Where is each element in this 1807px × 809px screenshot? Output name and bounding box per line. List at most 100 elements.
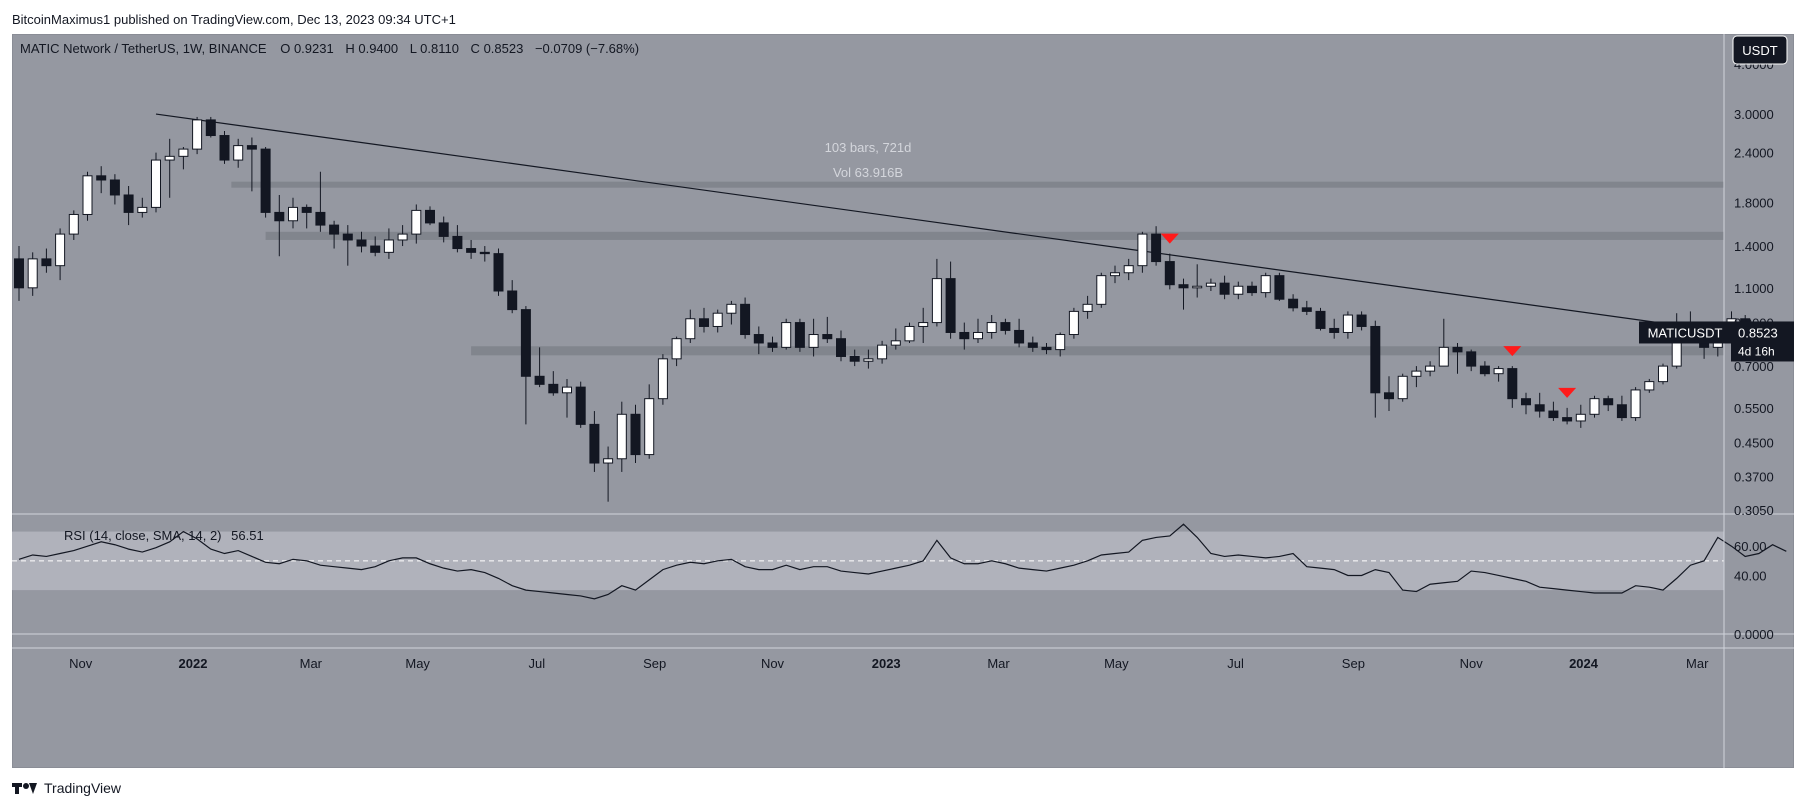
candle-body-down [479, 251, 490, 255]
time-tick-label: 2022 [179, 656, 208, 671]
rsi-tick-label: 40.00 [1734, 568, 1767, 583]
candle-body-down [548, 383, 559, 394]
candle-body-up [1192, 285, 1203, 289]
candle-91 [1260, 272, 1271, 298]
candle-body-up [781, 322, 792, 348]
candle-body-up [931, 278, 942, 324]
candle-25 [356, 231, 367, 253]
candle-114 [1575, 404, 1586, 428]
candle-body-down [822, 334, 833, 340]
candle-15 [219, 131, 230, 164]
candle-23 [329, 220, 340, 249]
candle-body-up [82, 175, 93, 215]
candle-108 [1493, 366, 1504, 382]
price-chart[interactable]: 4.00003.00002.40001.80001.40001.10000.90… [12, 34, 1794, 768]
candle-102 [1411, 366, 1422, 388]
candle-26 [370, 236, 381, 257]
candle-112 [1548, 401, 1559, 421]
candle-22 [315, 171, 326, 232]
candle-body-down [1479, 365, 1490, 375]
candle-body-up [1096, 275, 1107, 305]
price-tick-label: 0.7000 [1734, 359, 1774, 374]
candle-body-down [1466, 351, 1477, 367]
candle-16 [233, 138, 244, 168]
candle-7 [109, 174, 120, 205]
rsi-panel [12, 513, 1794, 635]
candle-71 [986, 315, 997, 339]
candle-3 [55, 228, 66, 281]
time-tick-label: Sep [1342, 656, 1365, 671]
trendline-segment [155, 113, 1759, 338]
candle-body-down [274, 211, 285, 222]
rsi-legend-label: RSI (14, close, SMA, 14, 2) [64, 528, 222, 543]
candle-body-up [1082, 303, 1093, 312]
last-price-tag: MATICUSDT 0.8523 4d 16h [1639, 321, 1794, 362]
currency-badge[interactable]: USDT [1732, 35, 1788, 65]
candle-body-up [1397, 375, 1408, 400]
candle-44 [616, 401, 627, 472]
rsi-line [18, 523, 1787, 600]
candle-body-up [1630, 389, 1641, 419]
candle-106 [1466, 349, 1477, 372]
price-tick-label: 0.3700 [1734, 470, 1774, 485]
candle-body-down [959, 331, 970, 340]
candle-110 [1521, 392, 1531, 415]
candle-body-down [767, 342, 778, 348]
candle-body-down [219, 135, 230, 161]
candle-body-down [534, 375, 545, 385]
candle-92 [1274, 272, 1285, 301]
time-tick-label: Nov [761, 656, 785, 671]
candle-body-up [1123, 265, 1134, 274]
candle-82 [1137, 231, 1148, 273]
low-value: 0.8110 [420, 41, 459, 56]
candle-body-down [1384, 392, 1394, 400]
candle-40 [562, 378, 572, 418]
candle-body-up [863, 358, 874, 362]
rsi-tick-label: 60.00 [1734, 539, 1767, 554]
chart-header: MATIC Network / TetherUS, 1W, BINANCE O … [20, 41, 639, 56]
rsi-line-group [18, 523, 1787, 600]
symbol-label: MATIC Network / TetherUS, 1W, BINANCE [20, 41, 267, 56]
candle-body-down [1507, 368, 1518, 400]
candle-1 [27, 252, 38, 296]
candle-body-up [1137, 233, 1148, 267]
candle-33 [466, 239, 477, 259]
candle-body-up [1055, 334, 1066, 351]
candle-body-up [1575, 413, 1586, 422]
candle-body-up [68, 213, 79, 235]
time-tick-label: Jul [529, 656, 546, 671]
support-resistance-zones [231, 181, 1725, 356]
candle-body-up [1110, 272, 1120, 277]
candle-body-down [1315, 310, 1326, 329]
candle-body-up [411, 209, 422, 235]
candle-49 [685, 309, 696, 343]
candle-105 [1452, 342, 1463, 374]
candle-63 [877, 340, 888, 364]
candle-body-down [1548, 410, 1559, 419]
candle-61 [849, 349, 860, 367]
candle-6 [96, 166, 107, 194]
candle-99 [1370, 320, 1381, 418]
brand-label: TradingView [44, 780, 122, 796]
candle-body-down [1288, 298, 1299, 309]
candle-body-down [205, 119, 216, 137]
candle-72 [1000, 318, 1011, 335]
candle-68 [945, 261, 956, 339]
candle-body-down [836, 338, 846, 357]
candle-28 [397, 225, 408, 247]
candle-body-up [918, 322, 929, 327]
candle-body-down [1356, 314, 1367, 327]
candle-10 [151, 152, 161, 213]
candle-18 [260, 147, 271, 218]
tradingview-brand[interactable]: TradingView [12, 778, 121, 798]
candle-43 [603, 446, 614, 502]
candle-13 [192, 116, 203, 155]
price-tick-label: 3.0000 [1734, 107, 1774, 122]
price-tick-label: 0.4500 [1734, 436, 1774, 451]
candle-body-down [1301, 307, 1312, 312]
close-value: 0.8523 [484, 41, 524, 56]
candle-78 [1082, 295, 1093, 319]
candle-body-up [685, 318, 696, 340]
candle-95 [1315, 307, 1326, 331]
candle-103 [1425, 361, 1436, 377]
